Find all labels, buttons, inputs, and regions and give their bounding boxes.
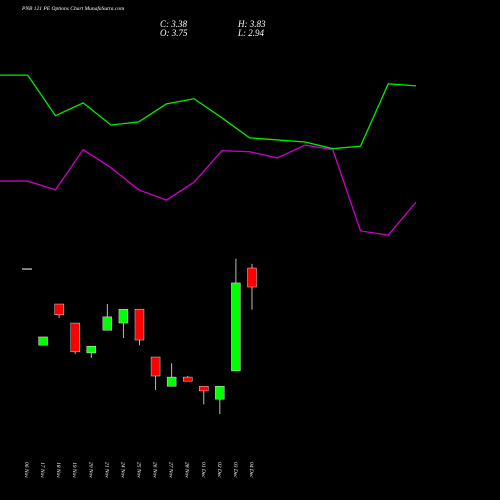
low-info: L: 2.94 bbox=[237, 28, 265, 38]
x-tick-label: 02 Dec bbox=[216, 462, 222, 478]
close-info: C: 3.38 bbox=[160, 19, 188, 29]
x-tick-label: 17 Nov bbox=[39, 462, 45, 478]
x-tick-label: 01 Dec bbox=[200, 462, 206, 478]
candle-body bbox=[150, 356, 161, 377]
x-tick-label: 25 Nov bbox=[135, 462, 141, 478]
candle-body bbox=[215, 386, 225, 400]
x-tick-label: 27 Nov bbox=[168, 462, 174, 478]
candle-body bbox=[247, 267, 257, 288]
candle-body bbox=[118, 308, 129, 324]
candle-body bbox=[134, 308, 145, 341]
x-tick-label: 19 Nov bbox=[71, 462, 77, 478]
chart-title: PNB 121 PE Options Chart MunafaSutra.com bbox=[21, 5, 124, 12]
candle-body bbox=[231, 282, 241, 372]
candle-body bbox=[54, 303, 64, 316]
x-tick-label: 18 Nov bbox=[55, 462, 61, 478]
candle-body bbox=[199, 386, 209, 392]
candle-body bbox=[86, 345, 96, 354]
x-tick-label: 04 Dec bbox=[248, 462, 255, 478]
candle-body bbox=[182, 376, 193, 382]
candle-body bbox=[38, 336, 48, 346]
x-tick-label: 06 Nov bbox=[23, 462, 29, 478]
candle-body bbox=[102, 316, 113, 331]
open-info: O: 3.75 bbox=[160, 28, 188, 38]
high-info: H: 3.83 bbox=[237, 19, 266, 29]
candle-body bbox=[166, 376, 177, 387]
x-tick-label: 20 Nov bbox=[87, 462, 93, 478]
x-tick-label: 28 Nov bbox=[184, 462, 190, 478]
x-tick-label: 24 Nov bbox=[119, 462, 126, 478]
x-tick-label: 26 Nov bbox=[152, 462, 158, 478]
x-tick-label: 03 Dec bbox=[232, 462, 238, 478]
indicator-line bbox=[0, 74, 417, 150]
indicator-line bbox=[0, 144, 417, 236]
x-tick-label: 21 Nov bbox=[103, 462, 109, 478]
candle-body bbox=[70, 322, 80, 353]
